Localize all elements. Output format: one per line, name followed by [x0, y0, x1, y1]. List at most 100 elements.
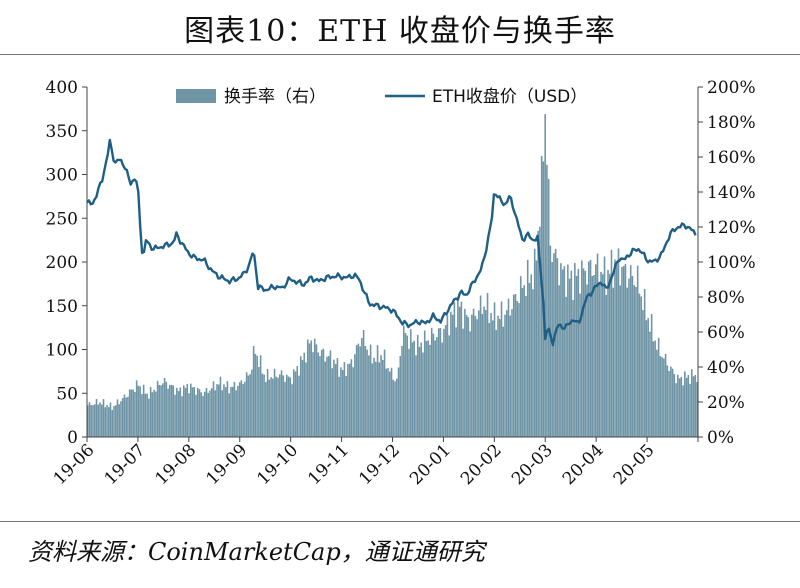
- left-tick-label: 200: [46, 253, 78, 273]
- turnover-bar: [245, 372, 248, 437]
- turnover-bar: [291, 384, 293, 437]
- turnover-bar: [294, 371, 297, 437]
- turnover-bar: [622, 266, 625, 437]
- turnover-bar: [177, 391, 180, 437]
- turnover-bar: [357, 343, 360, 437]
- turnover-bar: [593, 275, 595, 437]
- turnover-bar: [142, 384, 145, 437]
- turnover-bar: [479, 295, 482, 437]
- turnover-bar: [128, 389, 131, 437]
- turnover-bar: [692, 376, 695, 437]
- turnover-bar: [251, 369, 253, 437]
- turnover-bar: [160, 385, 162, 437]
- turnover-bar: [221, 390, 223, 437]
- turnover-bar: [369, 344, 372, 437]
- turnover-bar: [233, 381, 236, 437]
- turnover-bar: [675, 383, 677, 437]
- turnover-bar: [99, 402, 101, 437]
- turnover-bar: [347, 363, 349, 437]
- turnover-bar: [465, 315, 468, 437]
- turnover-bar: [563, 266, 566, 437]
- turnover-bar: [286, 374, 288, 437]
- turnover-bar: [432, 333, 435, 437]
- turnover-bar: [574, 262, 576, 437]
- turnover-bar: [296, 366, 299, 437]
- turnover-bar: [118, 404, 120, 437]
- turnover-bar: [376, 345, 379, 437]
- turnover-bar: [359, 346, 361, 437]
- turnover-bar: [368, 355, 370, 437]
- turnover-bar: [373, 357, 375, 437]
- turnover-bar: [671, 368, 674, 437]
- turnover-bar: [203, 391, 206, 437]
- turnover-bar: [416, 334, 419, 437]
- turnover-bar: [678, 378, 681, 437]
- turnover-bar: [434, 340, 436, 437]
- turnover-bar: [107, 407, 110, 437]
- turnover-bar: [598, 284, 601, 437]
- turnover-bar: [301, 360, 304, 437]
- turnover-bar: [226, 381, 229, 437]
- turnover-bar: [249, 374, 251, 437]
- turnover-bar: [298, 375, 300, 437]
- turnover-bar: [511, 309, 513, 437]
- turnover-bar: [532, 289, 534, 437]
- turnover-bar: [402, 325, 405, 437]
- turnover-bar: [308, 343, 311, 437]
- left-tick-label: 50: [56, 384, 78, 404]
- turnover-bar: [673, 374, 676, 437]
- turnover-bar: [387, 367, 389, 437]
- turnover-bar: [188, 393, 190, 437]
- turnover-bar: [509, 315, 512, 437]
- turnover-bar: [558, 285, 560, 437]
- x-tick-label: 20-02: [457, 440, 506, 489]
- bars-layer: [87, 114, 698, 438]
- turnover-bar: [364, 346, 367, 437]
- turnover-bar: [481, 313, 484, 437]
- turnover-bar: [155, 391, 157, 437]
- turnover-bar: [443, 328, 445, 437]
- left-tick-label: 300: [46, 166, 78, 186]
- turnover-bar: [422, 352, 424, 437]
- turnover-bar: [350, 359, 353, 437]
- turnover-bar: [317, 352, 319, 437]
- turnover-bar: [231, 386, 234, 437]
- turnover-bar: [195, 394, 197, 437]
- turnover-bar: [205, 388, 208, 437]
- turnover-bar: [165, 381, 168, 437]
- turnover-bar: [93, 404, 96, 437]
- turnover-bar: [174, 394, 176, 437]
- turnover-bar: [654, 340, 656, 437]
- turnover-bar: [148, 398, 150, 437]
- turnover-bar: [216, 384, 218, 437]
- turnover-bar: [507, 298, 510, 437]
- turnover-bar: [512, 294, 515, 437]
- turnover-bar: [100, 404, 103, 437]
- turnover-bar: [652, 341, 655, 437]
- turnover-bar: [345, 376, 347, 437]
- turnover-bar: [228, 393, 230, 437]
- turnover-bar: [348, 363, 351, 437]
- turnover-bar: [523, 285, 525, 437]
- turnover-bar: [406, 335, 409, 437]
- turnover-bar: [198, 389, 201, 437]
- turnover-bar: [546, 164, 548, 437]
- chart: 0 50 100 150 200 250 300 350 400 0% 20% 40% 60% 80% 10…: [46, 78, 756, 489]
- turnover-bar: [568, 278, 571, 437]
- turnover-bar: [462, 328, 464, 437]
- turnover-bar: [521, 287, 524, 437]
- turnover-bar: [490, 313, 492, 437]
- turnover-bar: [244, 381, 246, 437]
- turnover-bar: [109, 402, 112, 437]
- turnover-bar: [196, 387, 199, 437]
- turnover-bar: [612, 287, 615, 437]
- left-tick-label: 400: [46, 78, 78, 98]
- turnover-bar: [677, 374, 679, 437]
- x-tick-label: 19-09: [202, 440, 251, 489]
- turnover-bar: [366, 349, 368, 437]
- turnover-bar: [441, 342, 443, 437]
- turnover-bar: [394, 381, 396, 437]
- turnover-bar: [305, 362, 307, 437]
- turnover-bar: [315, 344, 318, 437]
- turnover-bar: [202, 395, 204, 437]
